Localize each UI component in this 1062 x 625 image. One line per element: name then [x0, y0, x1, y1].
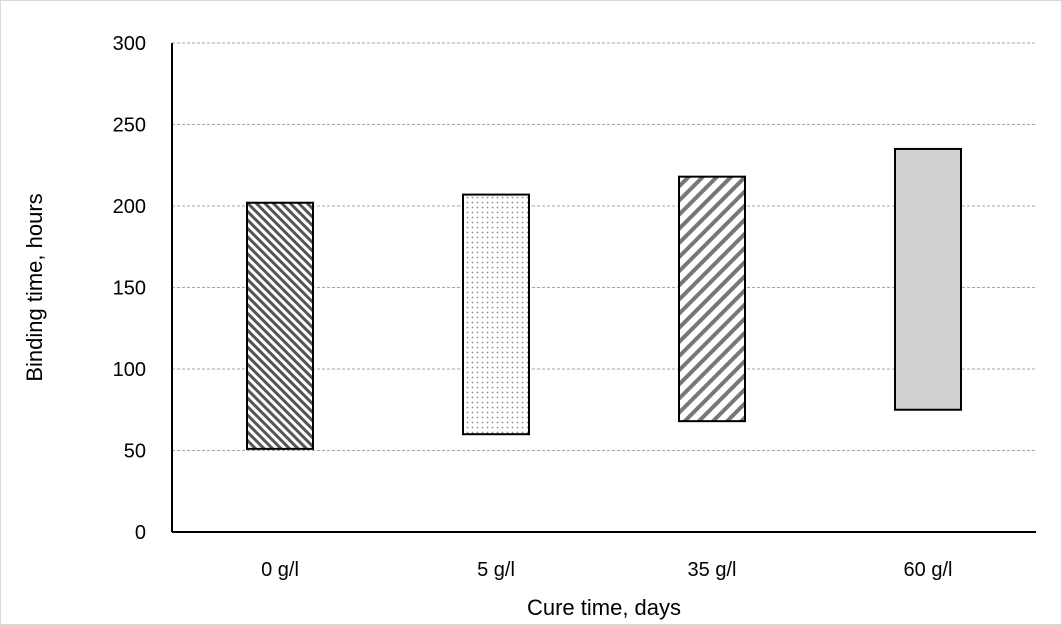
y-tick-label: 50	[124, 441, 146, 463]
y-tick-label: 300	[113, 33, 146, 55]
gridlines	[172, 42, 1036, 451]
tick-labels: 0 50 100 150 200 250 300 0 g/l 5 g/l 35 g/l 60 g/l	[113, 33, 953, 581]
y-axis-title: Binding time, hours	[22, 193, 47, 381]
bars	[246, 147, 962, 450]
bar-60-g-l	[894, 147, 962, 411]
y-tick-label: 0	[135, 522, 146, 544]
axes	[171, 43, 1036, 533]
x-tick-label: 60 g/l	[904, 559, 953, 581]
x-axis-title: Cure time, days	[527, 595, 681, 620]
bar-35-g-l	[678, 175, 746, 423]
x-tick-label: 5 g/l	[477, 559, 515, 581]
y-tick-label: 250	[113, 115, 146, 137]
y-tick-label: 200	[113, 196, 146, 218]
x-tick-label: 35 g/l	[688, 559, 737, 581]
y-tick-label: 150	[113, 278, 146, 300]
bar-5-g-l	[462, 193, 530, 436]
bar-0-g-l	[246, 201, 314, 450]
y-tick-label: 100	[113, 359, 146, 381]
x-tick-label: 0 g/l	[261, 559, 299, 581]
